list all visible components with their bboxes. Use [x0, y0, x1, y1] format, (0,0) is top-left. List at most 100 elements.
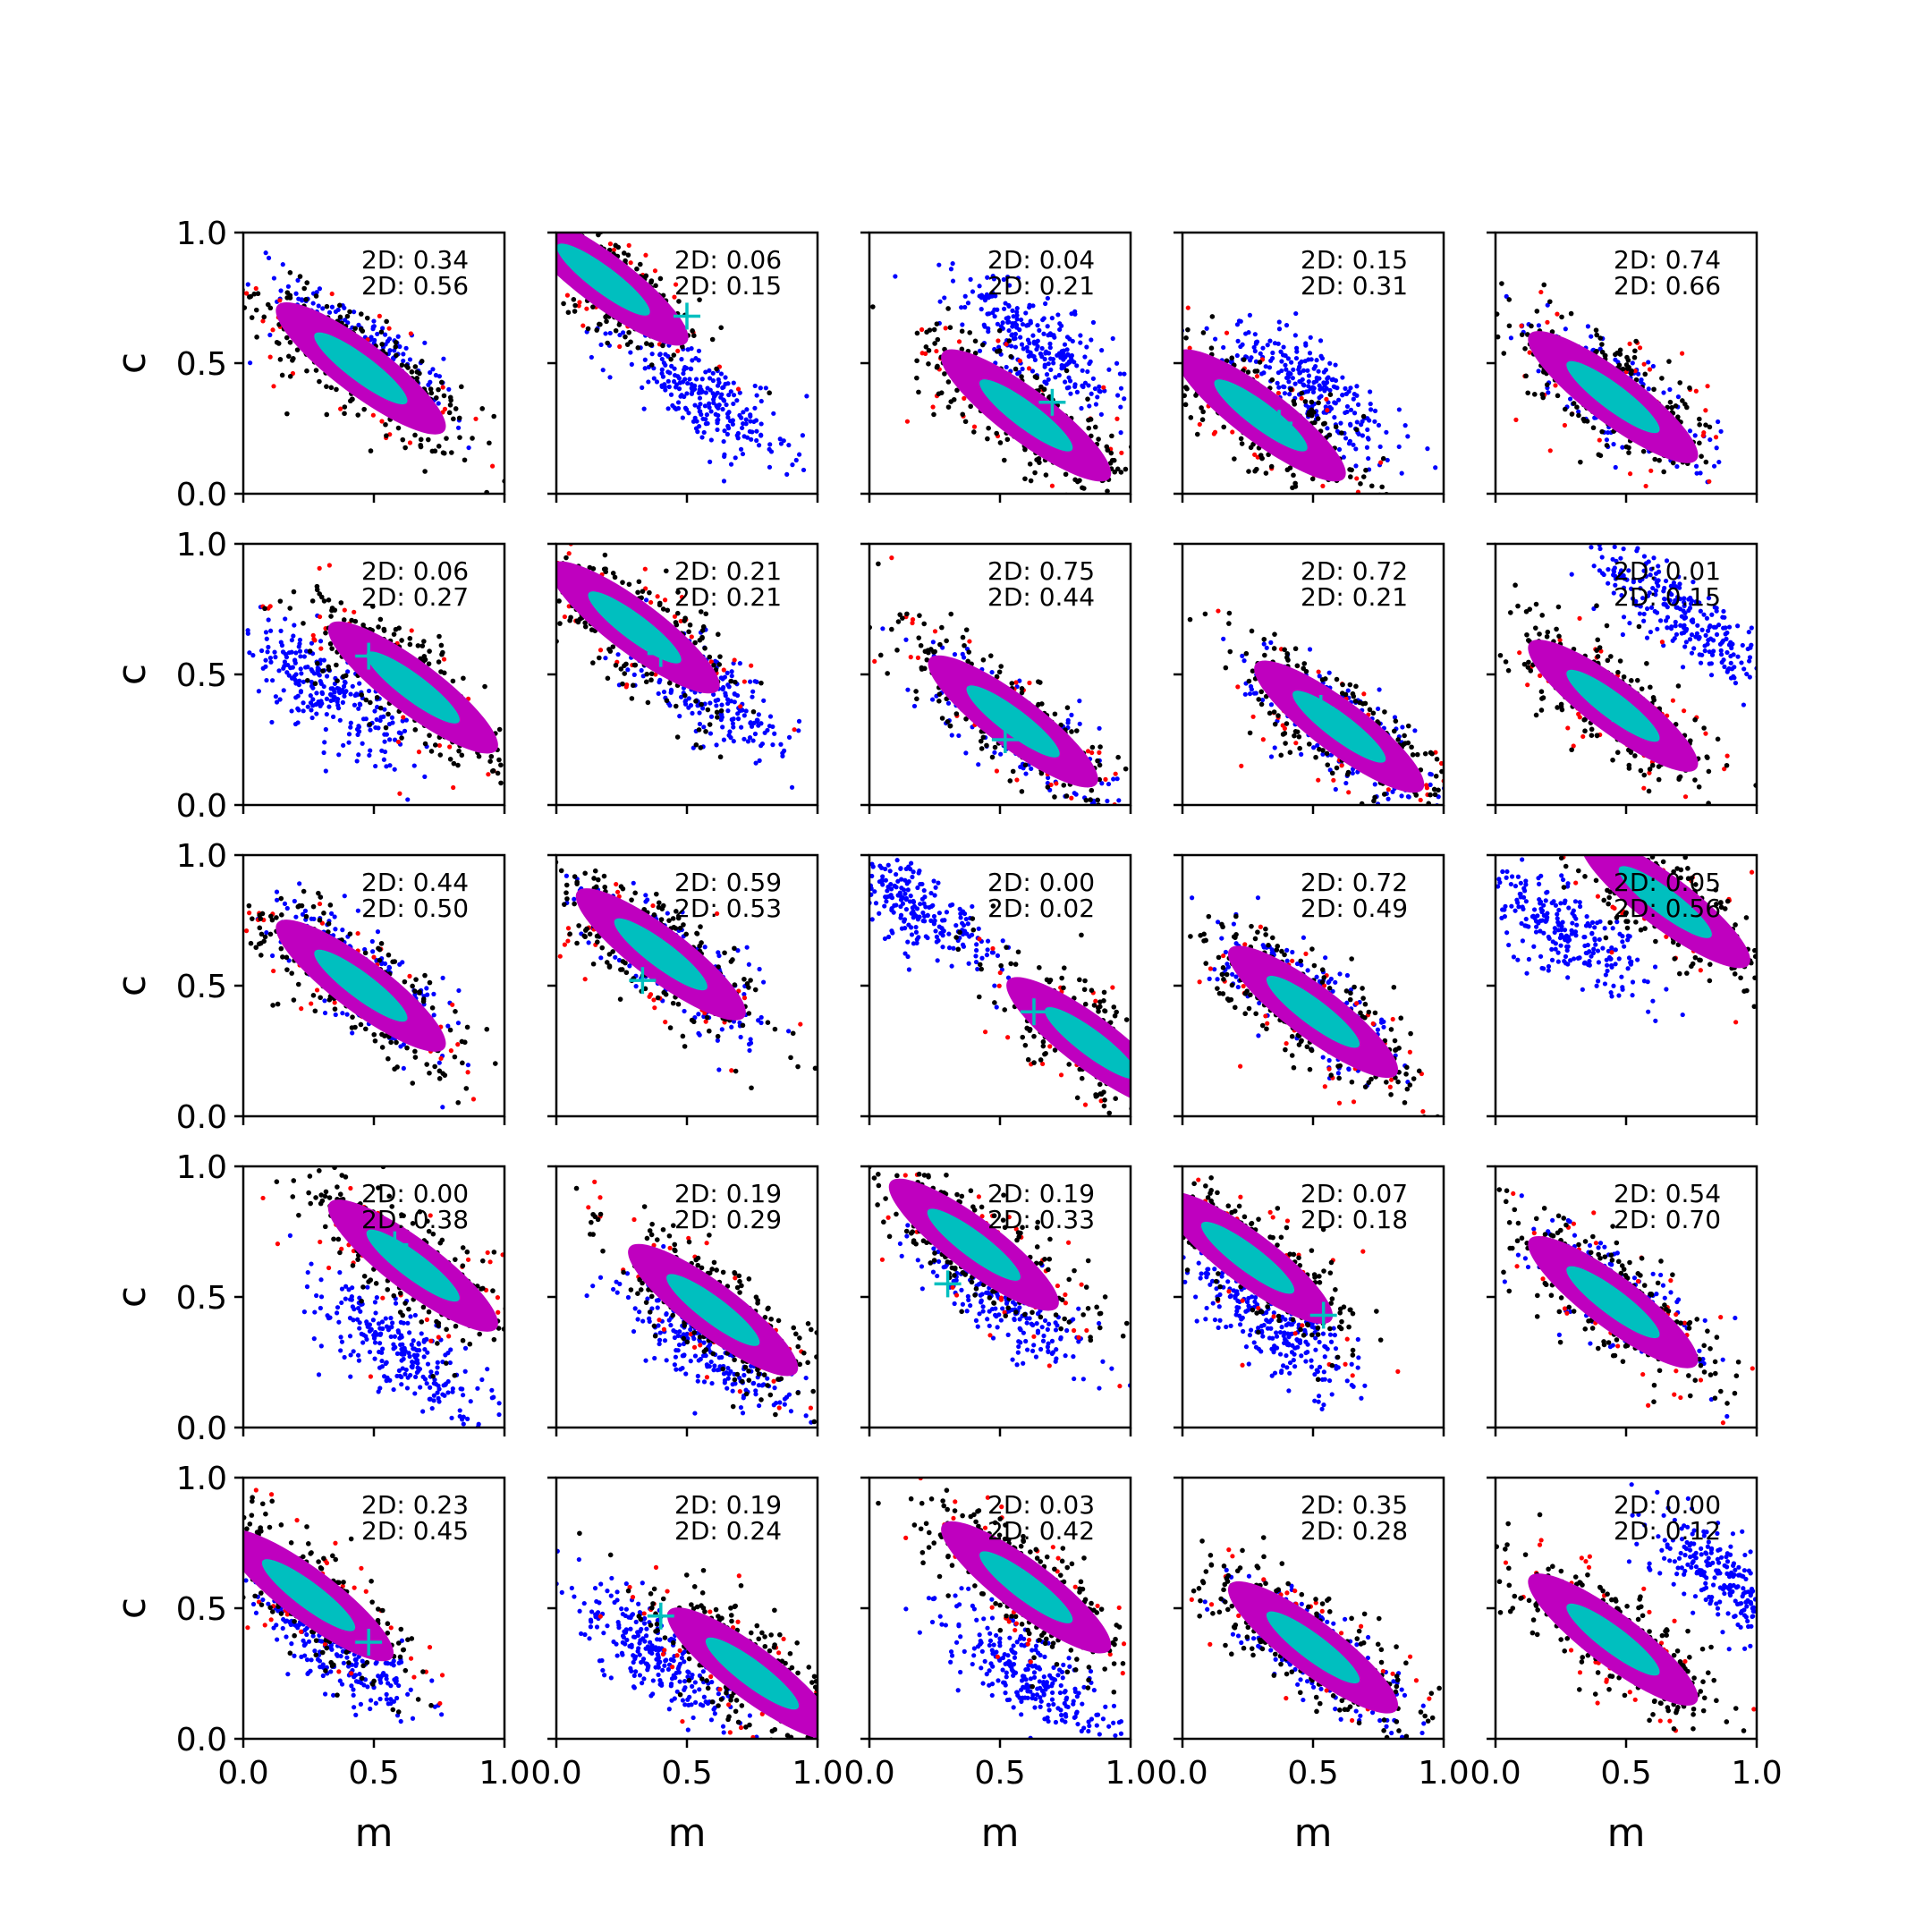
point-sample-b-core [1086, 417, 1091, 423]
point-sample-a [330, 686, 335, 691]
point-sample-a [337, 690, 343, 696]
point-sample-a [654, 379, 660, 385]
point-sample-a [689, 391, 695, 396]
point-sample-a [382, 332, 388, 337]
point-sample-a [692, 402, 698, 408]
point-sample-b-core [716, 631, 721, 638]
point-sample-b-core [393, 344, 399, 350]
point-sample-b-core [1183, 335, 1189, 341]
point-sample-a [615, 652, 621, 657]
point-sample-a [671, 378, 677, 385]
point-sample-a [1025, 349, 1030, 354]
point-sample-b-core [767, 390, 772, 396]
point-sample-a [1062, 342, 1068, 347]
point-sample-b [1597, 437, 1602, 443]
point-sample-b-core [1327, 392, 1334, 398]
point-sample-a [672, 405, 677, 411]
point-sample-a [719, 712, 724, 717]
point-sample-a [734, 398, 740, 403]
point-sample-b-core [1088, 797, 1093, 802]
point-sample-b-core [291, 356, 296, 361]
point-sample-b-core [947, 325, 953, 331]
point-sample-a [266, 617, 271, 623]
point-sample-a [290, 665, 295, 670]
panel-points [245, 563, 504, 802]
point-sample-a [309, 668, 315, 674]
point-sample-b [338, 406, 343, 411]
point-sample-b-core [1232, 456, 1237, 462]
point-sample-b-core [341, 617, 347, 623]
point-sample-a [714, 742, 719, 748]
point-sample-a [781, 438, 786, 444]
point-sample-a [949, 733, 954, 738]
point-sample-b-core [1045, 784, 1051, 790]
point-sample-b-core [315, 660, 320, 666]
point-sample-a [1402, 423, 1408, 428]
point-sample-a [1433, 465, 1438, 470]
point-sample-b-core [347, 309, 352, 315]
point-sample-a [276, 668, 282, 674]
panel-points [556, 544, 802, 790]
point-sample-a [757, 758, 762, 763]
point-sample-b-core [1096, 436, 1101, 442]
point-sample-a [366, 688, 372, 694]
point-sample-a [675, 405, 682, 411]
point-sample-b-core [1642, 371, 1648, 377]
point-sample-a [696, 348, 702, 353]
point-sample-a [1297, 369, 1302, 375]
point-sample-a [1013, 344, 1019, 350]
point-sample-a [750, 694, 755, 699]
point-sample-b-core [1105, 447, 1111, 453]
point-sample-b-core [438, 379, 445, 386]
point-sample-a [1072, 384, 1078, 389]
point-sample-a [320, 306, 326, 311]
point-sample-b [662, 597, 668, 603]
point-sample-a [316, 701, 322, 707]
point-sample-b-core [1555, 393, 1561, 399]
point-sample-b-core [914, 375, 919, 381]
point-sample-a [684, 391, 690, 396]
point-sample-a [1292, 333, 1298, 338]
point-sample-a [327, 691, 334, 697]
point-sample-b-core [407, 635, 413, 641]
point-sample-a [398, 731, 403, 736]
point-sample-a [455, 425, 462, 430]
point-sample-b-core [657, 275, 664, 282]
point-sample-a [962, 293, 968, 299]
point-sample-b-core [938, 390, 945, 395]
point-sample-b-core [1013, 366, 1019, 372]
point-sample-b-core [334, 662, 339, 668]
point-sample-a [1536, 323, 1542, 328]
point-sample-b [749, 663, 754, 668]
point-sample-b-core [718, 325, 724, 331]
point-sample-b [260, 318, 266, 324]
point-sample-a [721, 737, 727, 742]
point-sample-b-core [1697, 422, 1702, 428]
point-sample-b [792, 727, 797, 733]
y-tick-label: 0.5 [176, 346, 227, 383]
point-sample-a [741, 434, 747, 439]
point-sample-a [992, 314, 997, 319]
point-sample-a [936, 262, 942, 267]
point-sample-a [1399, 470, 1404, 476]
point-sample-a [1085, 369, 1090, 375]
point-sample-a [708, 409, 714, 414]
point-sample-a [1037, 327, 1042, 333]
point-sample-b [919, 326, 925, 333]
point-sample-b-core [307, 648, 313, 654]
point-sample-b-core [1254, 466, 1259, 472]
point-sample-a [1078, 340, 1083, 345]
y-tick-label: 0.5 [176, 657, 227, 694]
point-sample-a [1316, 369, 1321, 374]
point-sample-b [675, 348, 681, 354]
point-sample-a [1251, 344, 1257, 350]
point-sample-a [270, 678, 275, 683]
point-sample-a [1033, 340, 1039, 345]
point-sample-a [298, 666, 303, 672]
point-sample-a [403, 717, 409, 723]
point-sample-a [1014, 306, 1020, 311]
point-sample-a [1114, 776, 1120, 782]
point-sample-a [701, 429, 707, 436]
point-sample-a [698, 402, 703, 407]
point-sample-b-core [253, 307, 259, 313]
